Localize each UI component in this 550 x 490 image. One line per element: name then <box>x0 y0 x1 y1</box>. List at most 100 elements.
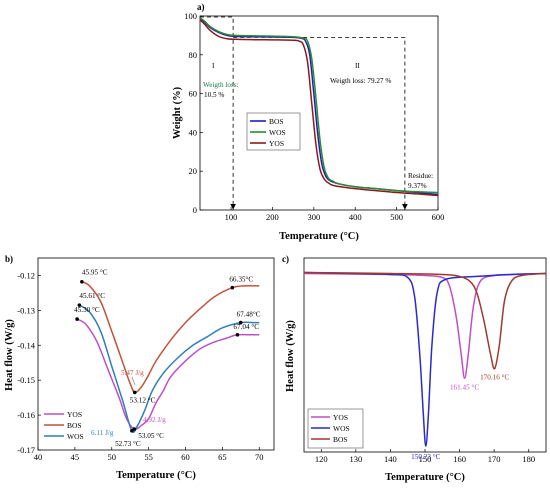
panel-a-xtick-label: 200 <box>266 212 279 222</box>
panel-c-letter: c) <box>282 254 289 264</box>
panel-b-xlabel: Temperature (°C) <box>116 470 196 481</box>
panel-c-xtick-label: 140 <box>384 454 397 464</box>
panel-a-y-ticks: 0 20 40 60 80 100 <box>184 11 203 215</box>
legend-b-bos: BOS <box>67 421 82 430</box>
stage1-value: 10.5 % <box>204 91 224 99</box>
panel-c-dsc-high: c) 120 130 140 150 160 170 180 150.23 °C 161.45… <box>282 254 547 483</box>
panel-b-point-marker <box>230 285 235 290</box>
panel-a-ylabel: Weight (%) <box>172 86 183 139</box>
panel-b-point-marker <box>80 279 84 284</box>
panel-c-peak-label: 150.23 °C <box>411 453 440 461</box>
stage1-arrow <box>230 203 236 210</box>
panel-c-xtick-label: 180 <box>522 454 535 464</box>
enthalpy-bos-pointer <box>131 376 136 386</box>
panel-c-ylabel: Heat flow (W/g) <box>285 320 296 392</box>
panel-b-point-label: 53.05 °C <box>138 432 164 440</box>
panel-b-point-annotations: 45.95 °C 45.61 °C 45.30 °C 66.35°C 67.48°C 67… <box>74 269 261 448</box>
panel-a-ytick-label: 20 <box>189 166 198 176</box>
panel-b-point-label: 45.95 °C <box>82 269 108 277</box>
panel-b-xtick-label: 70 <box>255 452 264 462</box>
legend-c-wos: WOS <box>333 424 350 433</box>
panel-b-series-bos <box>81 281 260 394</box>
panel-a-xtick-label: 400 <box>349 212 362 222</box>
legend-b-yos: YOS <box>67 410 82 419</box>
panel-b-ytick-label: -0.12 <box>17 270 35 280</box>
panel-c-xtick-label: 170 <box>488 454 501 464</box>
panel-a-frame <box>199 15 439 211</box>
panel-b-point-label: 66.35°C <box>229 276 253 284</box>
panel-b-series-wos <box>78 304 260 433</box>
legend-a-yos: YOS <box>269 139 284 148</box>
panel-c-xlabel: Temperature (°C) <box>385 472 465 483</box>
stage2-text: Weigth loss: 79.27 % <box>330 77 391 85</box>
panel-b-point-marker <box>235 333 240 337</box>
panel-a-ytick-label: 100 <box>184 11 197 21</box>
residue-value: 9.37% <box>408 182 427 190</box>
panel-b-x-ticks: 40 45 50 55 60 65 70 <box>34 447 264 462</box>
panel-b-xtick-label: 50 <box>108 452 117 462</box>
panel-c-peak-label: 161.45 °C <box>450 383 479 391</box>
panel-b-series-yos <box>76 318 260 431</box>
legend-c-bos: BOS <box>333 435 348 444</box>
panel-a-series-yos <box>199 19 439 197</box>
panel-b-ytick-label: -0.13 <box>17 305 35 315</box>
panel-a-series-wos <box>199 17 439 194</box>
panel-c-series-bos <box>303 271 547 370</box>
panel-b-point-marker <box>77 303 82 307</box>
panel-a-tga: a) 100 200 300 400 500 600 0 20 40 60 80 100 Tempe… <box>172 2 444 242</box>
panel-b-point-label: 67.48°C <box>237 311 261 319</box>
panel-a-xtick-label: 500 <box>390 212 403 222</box>
panel-b-y-ticks: -0.17 -0.16 -0.15 -0.14 -0.13 -0.12 <box>17 270 41 455</box>
enthalpy-yos: 4.92 J/g <box>143 416 166 424</box>
panel-b-point-label: 67.04 °C <box>233 323 259 331</box>
panel-b-xtick-label: 60 <box>181 452 190 462</box>
panel-c-xtick-label: 120 <box>315 454 328 464</box>
stage2-label: II <box>355 62 360 70</box>
panel-a-series <box>199 17 439 197</box>
panel-c-series-wos <box>303 271 547 447</box>
panel-b-frame <box>37 257 275 451</box>
enthalpy-wos: 6.11 J/g <box>91 429 114 437</box>
panel-b-ytick-label: -0.14 <box>17 340 35 350</box>
panel-c-xtick-label: 160 <box>453 454 466 464</box>
panel-a-xlabel: Temperature (°C) <box>279 231 359 242</box>
panel-b-point-label: 45.61 °C <box>79 292 105 300</box>
panel-a-xtick-label: 300 <box>307 212 320 222</box>
panel-b-point-label: 53.12 °C <box>130 396 156 404</box>
panel-a-ytick-label: 80 <box>189 50 198 60</box>
panel-c-peak-label: 170.16 °C <box>480 374 509 382</box>
panel-c-series <box>303 271 547 447</box>
legend-a-bos: BOS <box>269 117 284 126</box>
panel-b-ytick-label: -0.15 <box>17 375 35 385</box>
panel-a-x-ticks: 100 200 300 400 500 600 <box>225 207 445 222</box>
panel-b-ytick-label: -0.16 <box>17 410 35 420</box>
legend-c-yos: YOS <box>333 413 348 422</box>
panel-b-dsc-low: b) 40 45 50 55 60 65 70 -0.17-0.16-0.15-0.14-0… <box>4 254 275 481</box>
panel-c-x-ticks: 120 130 140 150 160 170 180 <box>315 449 535 464</box>
residue-text: Residue: <box>408 172 433 180</box>
stage1-bracket <box>200 16 234 210</box>
panel-c-series-yos <box>303 272 547 380</box>
panel-b-xtick-label: 40 <box>34 452 43 462</box>
panel-c-xtick-label: 150 <box>419 454 432 464</box>
panel-b-point-marker <box>75 317 79 321</box>
panel-a-xtick-label: 600 <box>432 212 445 222</box>
panel-b-point-marker <box>130 429 134 433</box>
panel-b-point-marker <box>238 320 243 325</box>
panel-c-legend: YOS WOS BOS <box>307 408 364 449</box>
enthalpy-bos: 5.47 J/g <box>121 369 144 377</box>
panel-c-xtick-label: 130 <box>349 454 362 464</box>
panel-b-series <box>76 281 260 433</box>
panel-b-letter: b) <box>5 254 13 264</box>
panel-b-point-label: 45.30 °C <box>74 306 100 314</box>
panel-b-ylabel: Heat flow (W/g) <box>4 319 15 391</box>
panel-b-xtick-label: 65 <box>218 452 227 462</box>
panel-a-series-bos <box>199 18 439 196</box>
panel-b-xtick-label: 45 <box>71 452 80 462</box>
panel-a-ytick-label: 0 <box>193 205 197 215</box>
panel-b-point-label: 52.73 °C <box>115 440 141 448</box>
legend-a-wos: WOS <box>269 128 286 137</box>
panel-a-ytick-label: 40 <box>189 127 198 137</box>
panel-b-ytick-label: -0.17 <box>17 445 35 455</box>
panel-a-legend: BOS WOS YOS <box>246 112 301 151</box>
